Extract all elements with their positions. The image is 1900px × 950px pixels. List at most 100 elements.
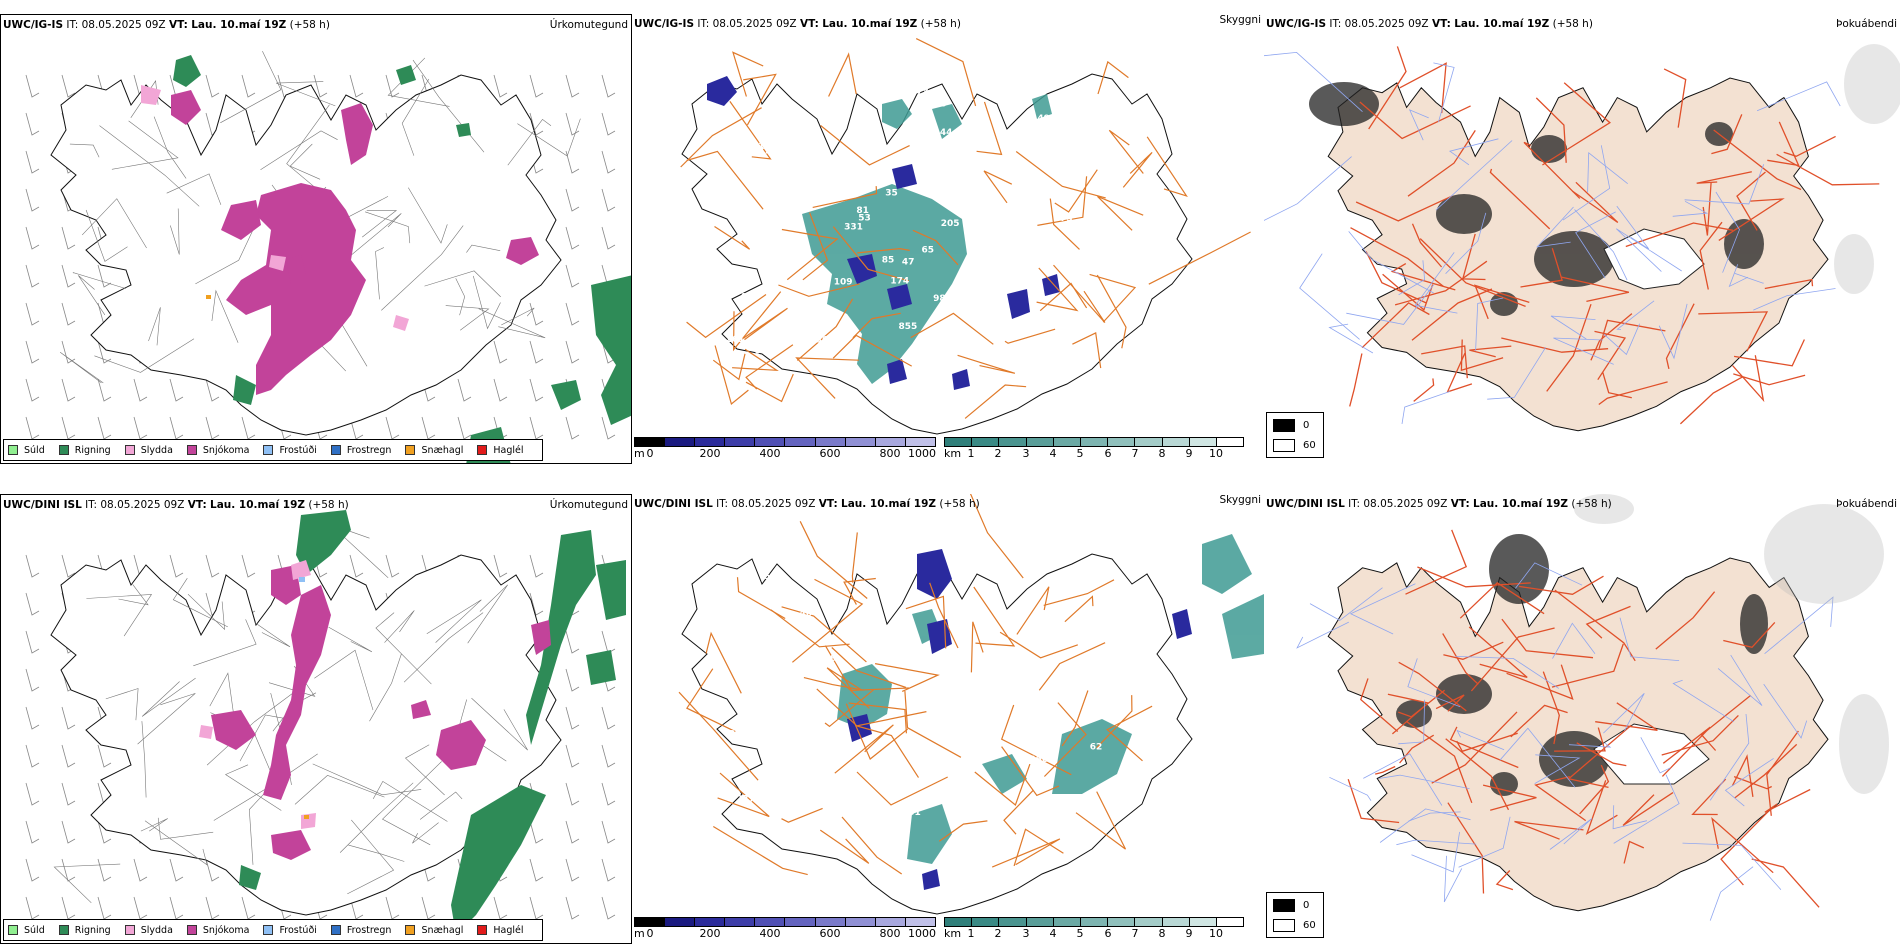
colorbar-unit: m bbox=[634, 447, 645, 460]
river-segment bbox=[1603, 693, 1645, 734]
road-segment bbox=[1520, 248, 1563, 288]
wind-barb bbox=[25, 74, 40, 98]
road-segment bbox=[732, 348, 779, 372]
wind-barb bbox=[205, 378, 220, 402]
road-segment bbox=[1661, 714, 1739, 756]
tick-label: 7 bbox=[1131, 447, 1139, 460]
road-segment bbox=[1108, 129, 1144, 174]
road-segment bbox=[1783, 135, 1836, 158]
tick-label: 8 bbox=[1158, 447, 1166, 460]
road-segment bbox=[72, 272, 127, 289]
panel-title: Skyggni bbox=[1219, 14, 1262, 26]
road-segment bbox=[1622, 792, 1674, 827]
road-segment bbox=[1542, 82, 1611, 166]
wind-barb bbox=[25, 112, 40, 136]
wind-barb bbox=[97, 340, 112, 364]
road-segment bbox=[1390, 263, 1456, 291]
wind-barb bbox=[565, 820, 580, 844]
road-segment bbox=[1501, 618, 1594, 659]
road-segment bbox=[848, 702, 907, 734]
wind-barb bbox=[529, 340, 544, 364]
colorbar-swatch bbox=[1135, 438, 1163, 446]
road-segment bbox=[347, 819, 395, 895]
road-segment bbox=[1064, 595, 1094, 623]
wind-barb bbox=[25, 416, 40, 440]
road-segment bbox=[705, 631, 742, 694]
wind-barb bbox=[601, 820, 616, 844]
road-segment bbox=[1713, 129, 1802, 191]
road-segment bbox=[1097, 60, 1129, 95]
wind-barb bbox=[205, 858, 220, 882]
road-segment bbox=[843, 577, 876, 605]
fog-map-bottom bbox=[1296, 494, 1889, 921]
cloud-base-value: 54 bbox=[738, 609, 751, 619]
river-segment bbox=[1709, 866, 1754, 921]
road-segment bbox=[686, 150, 764, 210]
legend-item-rain: Rigning bbox=[58, 925, 111, 936]
colorbar-swatch bbox=[1108, 438, 1136, 446]
road-segment bbox=[832, 226, 909, 282]
wind-barb bbox=[565, 416, 580, 440]
fog-legend-item: 0 bbox=[1273, 899, 1309, 912]
wind-barb bbox=[565, 226, 580, 250]
river-segment bbox=[1534, 754, 1581, 784]
wind-barb bbox=[25, 782, 40, 806]
cloud-base-value: 355 bbox=[802, 86, 821, 96]
tick-label: 4 bbox=[1049, 927, 1057, 940]
cloud-base-value: 116 bbox=[1001, 616, 1020, 626]
panel-title: Þokuábendi bbox=[1836, 18, 1897, 30]
road-segment bbox=[466, 244, 501, 253]
precip-map-top bbox=[25, 50, 631, 463]
river-segment bbox=[1346, 284, 1434, 325]
cloud-base-value: 44 bbox=[940, 128, 953, 138]
wind-barb bbox=[169, 554, 184, 578]
river-segment bbox=[1587, 151, 1628, 193]
wind-barb bbox=[529, 112, 544, 136]
road-segment bbox=[1764, 278, 1814, 290]
road-segment bbox=[1711, 817, 1774, 874]
legend-item-snow: Snjókoma bbox=[186, 925, 249, 936]
road-segment bbox=[1375, 765, 1396, 775]
legend-item-snow-pellets: Snæhagl bbox=[405, 445, 463, 456]
wind-barb bbox=[529, 74, 544, 98]
road-segment bbox=[1445, 738, 1510, 811]
road-segment bbox=[193, 619, 257, 667]
river-segment bbox=[1458, 816, 1511, 868]
road-segment bbox=[312, 763, 422, 796]
river-segment bbox=[1456, 729, 1505, 751]
cloud-base-value: 73 bbox=[916, 88, 929, 98]
legend-item-hail: Haglél bbox=[477, 925, 524, 936]
road-segment bbox=[964, 384, 1027, 419]
fog-legend-item: 60 bbox=[1273, 919, 1316, 932]
wind-barb bbox=[205, 896, 220, 920]
wind-barb bbox=[601, 630, 616, 654]
river-segment bbox=[1448, 138, 1499, 166]
legend-swatch bbox=[405, 925, 416, 935]
colorbar-swatch bbox=[875, 918, 906, 926]
colorbar-swatch bbox=[665, 438, 696, 446]
road-segment bbox=[745, 344, 794, 390]
legend-swatch bbox=[186, 925, 197, 935]
wind-barb bbox=[601, 744, 616, 768]
road-segment bbox=[1731, 754, 1754, 797]
river-segment bbox=[1682, 842, 1782, 890]
legend-swatch bbox=[186, 445, 197, 455]
wind-barb bbox=[25, 188, 40, 212]
fog-free-area bbox=[1603, 228, 1705, 290]
cloud-base-value: 107 bbox=[1036, 153, 1055, 163]
colorbar-swatch bbox=[725, 918, 756, 926]
wind-barb bbox=[565, 668, 580, 692]
colorbar-swatch bbox=[695, 918, 726, 926]
precip-type-legend: Súld Rigning Slydda Snjókoma Frostúði Fr… bbox=[3, 439, 543, 461]
road-segment bbox=[799, 521, 868, 599]
wind-barb bbox=[25, 226, 40, 250]
river-segment bbox=[1401, 391, 1450, 424]
road-segment bbox=[910, 312, 994, 345]
road-segment bbox=[375, 612, 432, 685]
road-segment bbox=[1585, 780, 1618, 835]
tick-label: 600 bbox=[819, 927, 841, 940]
panel-header: UWC/DINI ISL IT: 08.05.2025 09Z VT: Lau.… bbox=[1266, 498, 1612, 510]
wind-barb bbox=[457, 416, 472, 440]
road-segment bbox=[507, 118, 552, 166]
road-segment bbox=[1469, 345, 1512, 358]
